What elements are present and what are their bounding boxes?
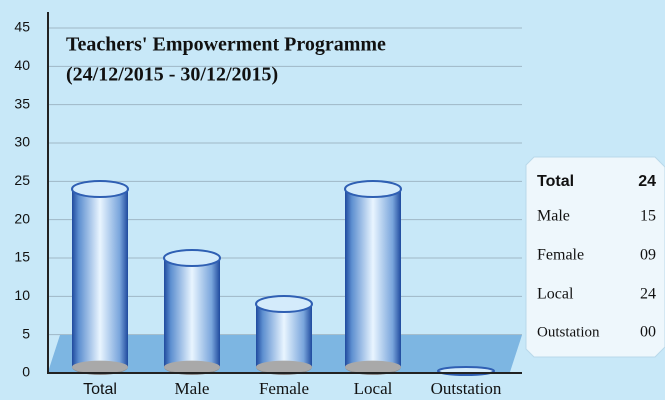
x-tick-label: Male	[175, 379, 210, 398]
y-tick-label: 35	[14, 95, 30, 111]
bar	[256, 304, 312, 367]
bar-base-front	[164, 360, 220, 374]
table-value: 15	[640, 208, 656, 225]
table-label: Male	[537, 208, 570, 225]
y-tick-label: 25	[14, 172, 30, 188]
table-value: 24	[640, 286, 656, 303]
x-tick-label: Local	[354, 379, 393, 398]
y-tick-label: 40	[14, 57, 30, 73]
bar-base-front	[72, 360, 128, 374]
bar-base-front	[345, 360, 401, 374]
y-tick-label: 15	[14, 249, 30, 265]
table-label: Outstation	[537, 324, 600, 340]
bar-top	[344, 180, 402, 198]
bar	[345, 189, 401, 367]
table-label: Local	[537, 286, 574, 303]
y-tick-label: 10	[14, 287, 30, 303]
bar-top	[255, 295, 313, 313]
table-value: 00	[640, 324, 656, 341]
summary-panel	[525, 156, 665, 358]
y-tick-label: 0	[22, 364, 30, 380]
bar	[72, 189, 128, 367]
y-tick-label: 30	[14, 134, 30, 150]
chart-subtitle: (24/12/2015 - 30/12/2015)	[66, 64, 278, 86]
table-label: Total	[537, 173, 574, 190]
chart-title: Teachers' Empowerment Programme	[66, 34, 386, 56]
y-tick-label: 45	[14, 19, 30, 35]
y-tick-label: 5	[22, 325, 30, 341]
table-value: 24	[638, 173, 656, 190]
y-tick-label: 20	[14, 210, 30, 226]
x-tick-label: Female	[259, 379, 309, 398]
bar-top	[163, 249, 221, 267]
x-tick-label: Total	[83, 381, 117, 398]
bar-base-front	[256, 360, 312, 374]
x-tick-label: Outstation	[431, 379, 502, 398]
bar-top	[71, 180, 129, 198]
bar	[164, 258, 220, 367]
table-value: 09	[640, 247, 656, 264]
table-label: Female	[537, 247, 584, 264]
